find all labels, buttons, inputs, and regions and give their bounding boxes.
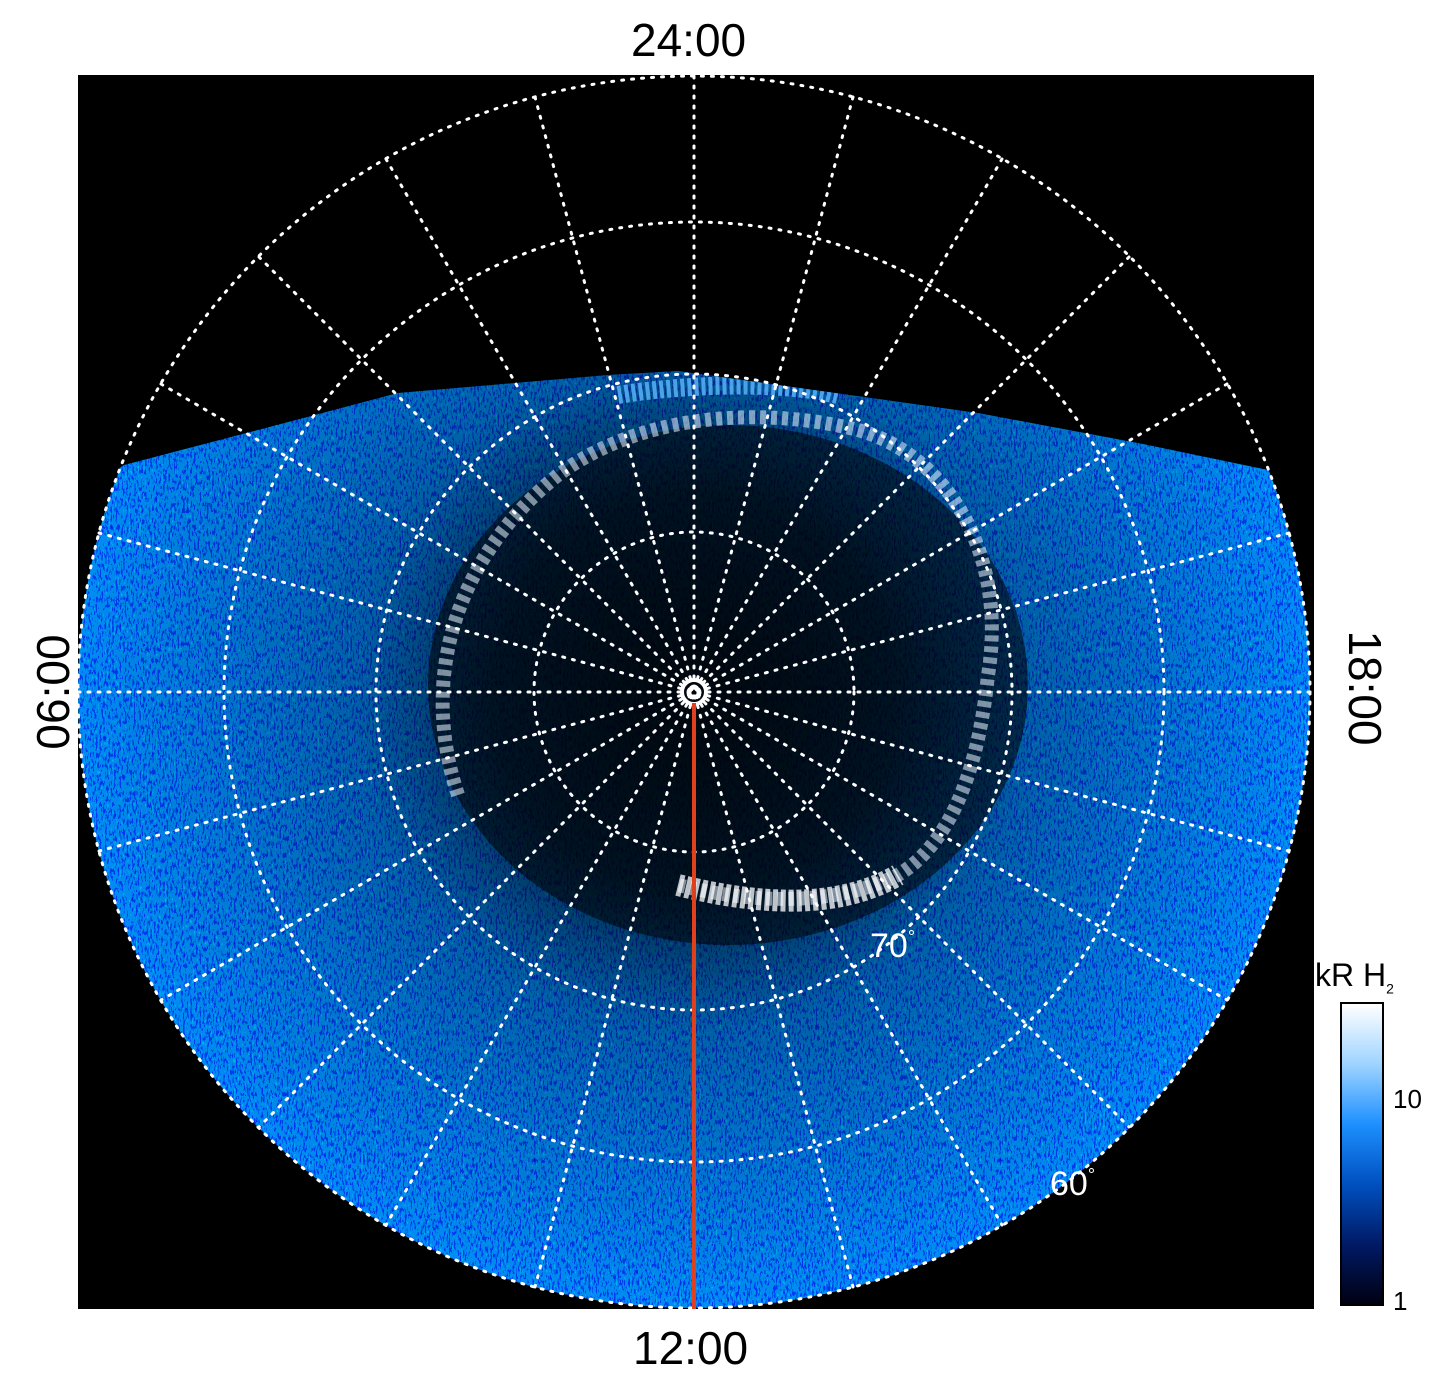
colorbar-tick-1: 1	[1393, 1286, 1408, 1316]
latitude-circle-60	[222, 220, 1166, 1164]
auroral-image-svg: 70° 60°	[78, 75, 1312, 1309]
latitude-label-60: 60°	[1050, 1165, 1095, 1203]
auroral-polar-projection: 70° 60°	[78, 75, 1314, 1309]
label-24h: 24:00	[631, 14, 747, 66]
label-18h: 18:00	[1339, 630, 1391, 746]
label-12h: 12:00	[633, 1322, 749, 1374]
colorbar-title: kR H2	[1315, 957, 1394, 997]
latitude-label-70: 70°	[870, 927, 915, 965]
colorbar-tick-10: 10	[1393, 1084, 1422, 1114]
colorbar	[1340, 1002, 1384, 1306]
label-06h: 06:00	[27, 634, 79, 750]
